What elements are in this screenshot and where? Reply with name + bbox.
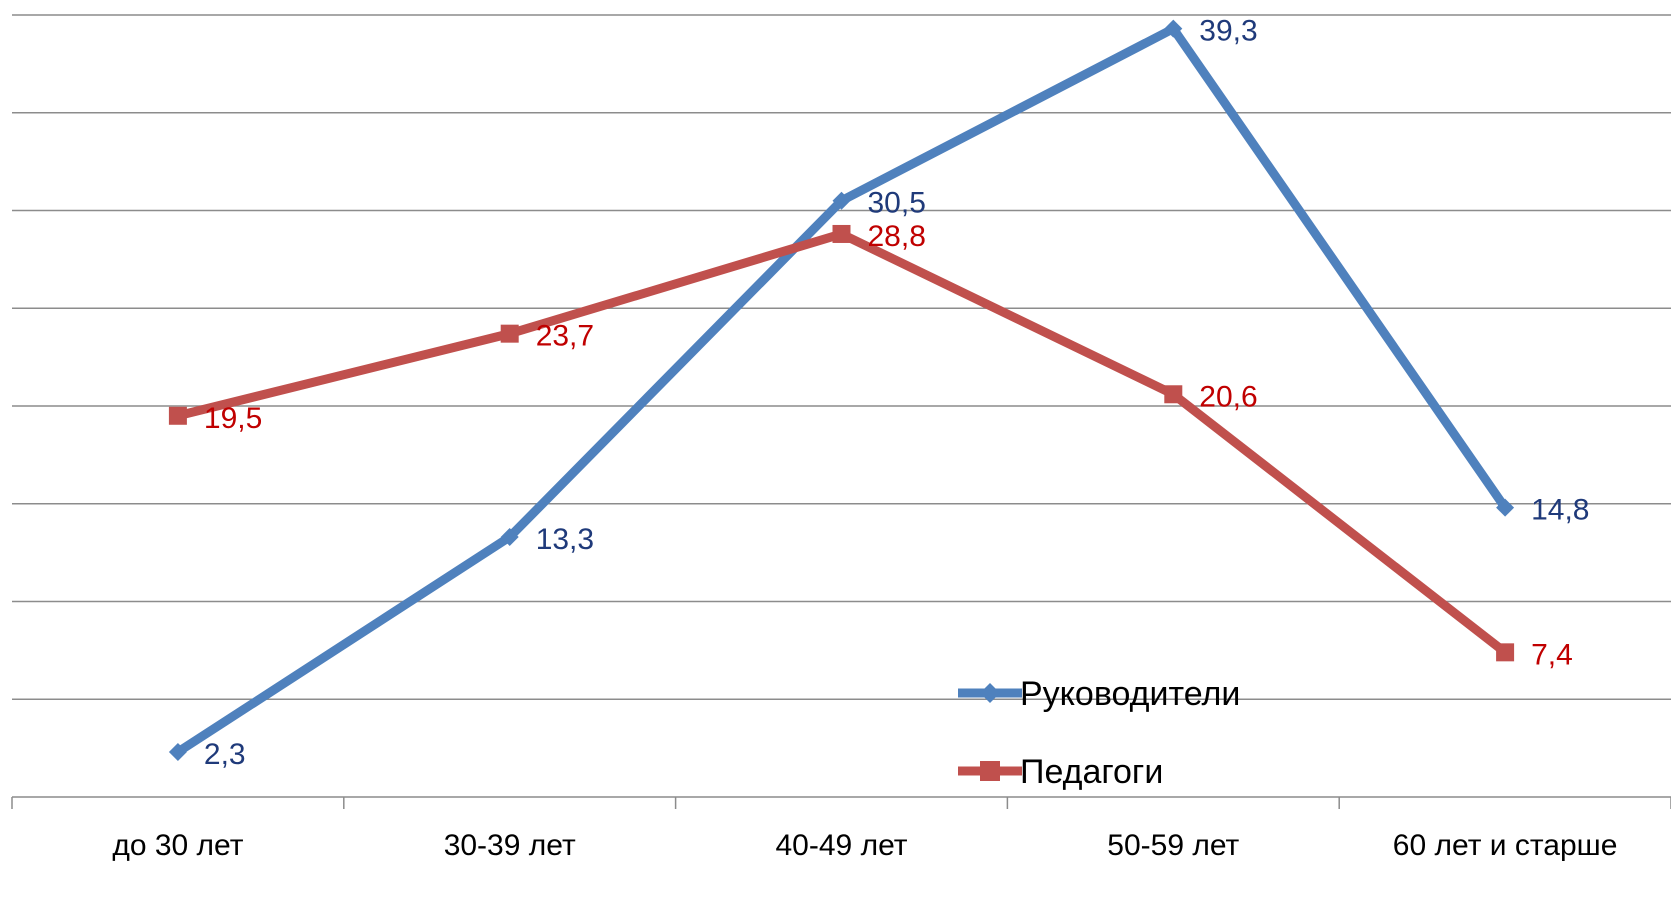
data-label: 28,8 [868, 220, 926, 253]
data-point-marker [168, 406, 187, 425]
series-line-2 [173, 229, 1510, 657]
data-label: 23,7 [536, 320, 594, 353]
legend-swatch-marker [980, 683, 1000, 703]
data-label: 14,8 [1531, 494, 1589, 527]
x-tick-label: 30-39 лет [444, 829, 576, 862]
data-label: 39,3 [1199, 15, 1257, 48]
data-point-marker [1164, 19, 1183, 38]
data-point-marker [1496, 643, 1515, 662]
x-tick-label: 40-49 лет [776, 829, 908, 862]
data-label: 7,4 [1531, 638, 1573, 671]
gridlines [12, 14, 1671, 700]
data-label: 13,3 [536, 523, 594, 556]
x-tick-label: до 30 лет [112, 829, 243, 862]
data-label: 20,6 [1199, 380, 1257, 413]
data-point-marker [832, 191, 851, 210]
x-tick-labels: до 30 лет 30-39 лет 40-49 лет 50-59 лет 60 л… [112, 829, 1617, 862]
data-point-marker [832, 224, 851, 243]
data-point-marker [168, 743, 187, 762]
data-label: 19,5 [204, 402, 262, 435]
data-point-marker [1164, 385, 1183, 404]
legend-label: Педагоги [1020, 753, 1163, 791]
legend-label: Руководители [1020, 675, 1240, 713]
data-point-marker [1496, 498, 1515, 517]
x-tick-label: 50-59 лет [1107, 829, 1239, 862]
x-axis [11, 796, 1671, 809]
data-label: 30,5 [868, 187, 926, 220]
x-tick-label: 60 лет и старше [1393, 829, 1618, 862]
data-point-marker [500, 324, 519, 343]
legend: Руководители Педагоги [958, 675, 1240, 791]
data-label: 2,3 [204, 738, 246, 771]
series-line-1 [173, 24, 1510, 757]
series-lines [168, 19, 1515, 762]
legend-swatch-marker [980, 761, 1000, 781]
data-point-marker [500, 527, 519, 546]
data-labels: 2,3 13,3 30,5 39,3 14,8 19,5 23,7 28,8 20,6 7,4 [204, 15, 1590, 771]
